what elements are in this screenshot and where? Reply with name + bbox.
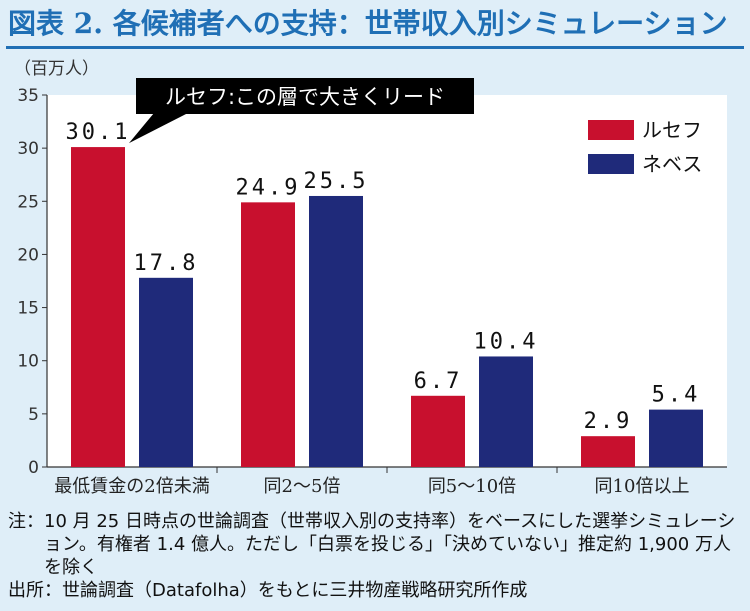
y-tick-label: 0 [28, 458, 39, 478]
data-label: 2.9 [584, 409, 633, 434]
data-label: 5.4 [652, 383, 701, 408]
data-label: 25.5 [304, 169, 369, 194]
y-tick-label: 35 [17, 86, 39, 106]
legend-label: ネベス [642, 152, 702, 176]
bar [71, 147, 125, 467]
callout-box [136, 78, 474, 114]
data-label: 10.4 [474, 329, 539, 354]
callout-text: ルセフ:この層で大きくリード [165, 85, 445, 109]
bar [411, 395, 465, 467]
legend-swatch [588, 120, 634, 140]
bar [309, 195, 363, 467]
bar-chart: （百万人） 0 5 10 15 20 25 30 35 30.1 17.8 最低賃金の2倍未満 24.9… [14, 59, 727, 497]
data-label: 30.1 [66, 120, 131, 145]
x-tick-label: 同5～10倍 [428, 476, 516, 497]
source-label: 出所： [8, 580, 62, 601]
y-tick-label: 20 [17, 245, 39, 265]
bar [139, 277, 193, 467]
y-tick-label: 5 [28, 405, 39, 425]
title-underline [6, 46, 744, 49]
y-tick-label: 10 [17, 352, 39, 372]
legend-swatch [588, 154, 634, 174]
bar [241, 202, 295, 467]
legend-label: ルセフ [642, 118, 702, 142]
x-tick-label: 最低賃金の2倍未満 [54, 476, 209, 497]
chart-title: 図表 2. 各候補者への支持：世帯収入別シミュレーション [8, 7, 728, 40]
notes-section: 注： 10 月 25 日時点の世論調査（世帯収入別の支持率）をベースにした選挙シ… [8, 510, 744, 602]
x-tick-label: 同10倍以上 [595, 476, 690, 497]
data-label: 6.7 [414, 369, 463, 394]
bar [649, 409, 703, 467]
note-row: 注： 10 月 25 日時点の世論調査（世帯収入別の支持率）をベースにした選挙シ… [8, 510, 744, 579]
note-text: 10 月 25 日時点の世論調査（世帯収入別の支持率）をベースにした選挙シミュレ… [44, 511, 736, 578]
y-tick-label: 15 [17, 299, 39, 319]
data-label: 24.9 [236, 175, 301, 200]
bar [581, 436, 635, 467]
note-label: 注： [8, 511, 44, 532]
source-row: 出所： 世論調査（Datafolha）をもとに三井物産戦略研究所作成 [8, 579, 744, 602]
y-tick-label: 25 [17, 192, 39, 212]
bar [479, 356, 533, 467]
x-tick-label: 同2～5倍 [264, 476, 341, 497]
data-label: 17.8 [134, 251, 199, 276]
source-text: 世論調査（Datafolha）をもとに三井物産戦略研究所作成 [62, 580, 528, 601]
y-tick-label: 30 [17, 139, 39, 159]
y-unit-label: （百万人） [14, 59, 99, 79]
